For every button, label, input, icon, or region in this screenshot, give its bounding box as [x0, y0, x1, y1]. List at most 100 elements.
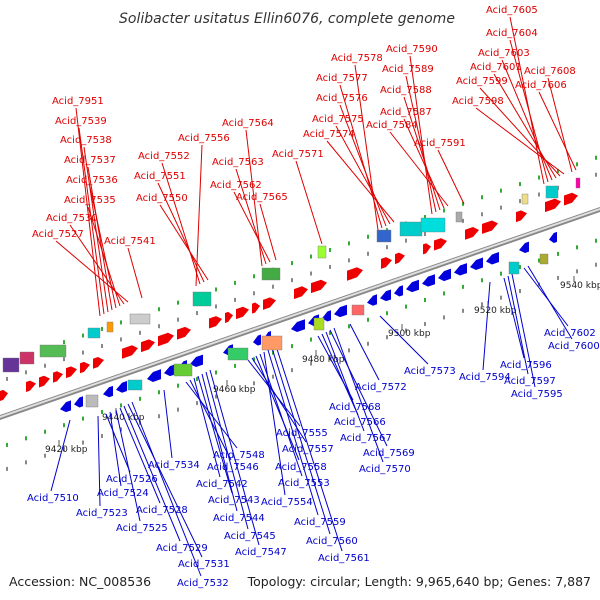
- reverse-gene-arrow: [116, 380, 127, 393]
- forward-leader-line: [437, 149, 465, 205]
- protein-domain-box: [2, 357, 20, 373]
- reverse-gene-label: Acid_7554: [261, 497, 313, 508]
- guide-dot: [310, 337, 312, 342]
- reverse-leader-line: [193, 377, 221, 478]
- guide-dot: [253, 274, 255, 279]
- gene-labels-layer: Acid_7951 Acid_7539 Acid_7538 Acid_7537 Acid…: [27, 5, 600, 589]
- reverse-leader-line: [267, 349, 319, 516]
- guide-dot: [215, 370, 217, 375]
- reverse-gene-label: Acid_7560: [306, 536, 358, 547]
- guide-dot: [595, 262, 597, 267]
- forward-leader-line: [235, 168, 267, 265]
- forward-gene-arrow: [311, 279, 327, 294]
- guide-dot: [348, 324, 350, 329]
- forward-gene-arrow: [225, 311, 233, 323]
- reverse-leader-line: [523, 267, 569, 327]
- forward-gene-label: Acid_7605: [486, 5, 538, 16]
- forward-gene-label: Acid_7591: [414, 138, 466, 149]
- forward-gene-label: Acid_7588: [380, 85, 432, 96]
- guide-dot: [82, 440, 84, 445]
- scale-tick-label: 9520 kbp: [474, 306, 517, 316]
- guide-dot: [500, 188, 502, 193]
- forward-gene-label: Acid_7599: [456, 76, 508, 87]
- forward-leader-line: [339, 104, 387, 227]
- reverse-leader-line: [163, 389, 173, 459]
- guide-dot: [424, 215, 426, 220]
- forward-gene-label: Acid_7537: [64, 155, 116, 166]
- reverse-leader-line: [255, 355, 300, 461]
- protein-domain-box: [508, 261, 520, 275]
- protein-domain-box: [317, 245, 327, 259]
- forward-gene-arrow: [381, 257, 392, 269]
- guide-dot: [101, 326, 103, 331]
- protein-domain-box: [19, 351, 35, 365]
- forward-gene-label: Acid_7598: [452, 96, 504, 107]
- forward-leader-line: [83, 146, 109, 313]
- protein-domain-box: [521, 193, 529, 205]
- forward-gene-label: Acid_7552: [138, 151, 190, 162]
- guide-dot: [82, 350, 84, 355]
- guide-dot: [519, 289, 521, 294]
- forward-leader-line: [509, 16, 545, 185]
- protein-domain-box: [87, 327, 101, 339]
- reverse-gene-arrow: [549, 231, 557, 244]
- reverse-leader-line: [333, 327, 384, 463]
- reverse-gene-arrow: [438, 268, 451, 282]
- guide-dot: [253, 291, 255, 296]
- guide-dot: [443, 291, 445, 296]
- guide-dot: [139, 330, 141, 335]
- guide-dot: [348, 241, 350, 246]
- guide-dot: [272, 284, 274, 289]
- guide-dot: [120, 427, 122, 432]
- guide-dot: [291, 278, 293, 283]
- guide-dot: [44, 429, 46, 434]
- forward-gene-label: Acid_7536: [66, 175, 118, 186]
- forward-gene-label: Acid_7604: [486, 28, 538, 39]
- reverse-gene-arrow: [394, 285, 403, 297]
- guide-dot: [82, 333, 84, 338]
- scale-tick-label: 9460 kbp: [213, 385, 256, 395]
- reverse-gene-label: Acid_7597: [504, 376, 556, 387]
- reverse-leader-line: [317, 335, 354, 401]
- forward-leader-line: [409, 55, 433, 215]
- forward-gene-arrow: [53, 371, 63, 383]
- guide-dot: [25, 436, 27, 441]
- scale-tick-label: 9500 kbp: [388, 329, 431, 339]
- reverse-leader-line: [503, 277, 525, 359]
- reverse-leader-line: [325, 331, 365, 432]
- reverse-gene-label: Acid_7524: [97, 488, 149, 499]
- protein-domain-box: [455, 211, 463, 223]
- guide-dot: [63, 423, 65, 428]
- reverse-gene-label: Acid_7600: [548, 341, 600, 352]
- scale-tick-label: 9480 kbp: [302, 355, 345, 365]
- protein-domain-box: [106, 321, 114, 333]
- reverse-leader-line: [205, 371, 249, 530]
- guide-dot: [557, 275, 559, 280]
- forward-gene-label: Acid_7578: [331, 53, 383, 64]
- guide-dot: [424, 322, 426, 327]
- guide-dot: [329, 330, 331, 335]
- guide-dot: [462, 201, 464, 206]
- reverse-gene-arrow: [74, 396, 83, 408]
- reverse-leader-line: [263, 351, 286, 496]
- reverse-gene-arrow: [164, 364, 175, 377]
- guide-dot: [481, 212, 483, 217]
- reverse-gene-label: Acid_7526: [106, 474, 158, 485]
- forward-gene-label: Acid_7551: [134, 171, 186, 182]
- reverse-gene-arrow: [291, 319, 305, 333]
- forward-leader-line: [157, 182, 205, 283]
- reverse-leader-line: [119, 407, 161, 504]
- guide-dot: [538, 258, 540, 263]
- guide-dot: [215, 304, 217, 309]
- reverse-gene-arrow: [60, 400, 71, 413]
- reverse-leader-line: [50, 419, 71, 492]
- genome-backbone: [0, 207, 600, 420]
- reverse-gene-label: Acid_7557: [282, 444, 334, 455]
- protein-domain-box: [173, 363, 193, 377]
- reverse-gene-label: Acid_7594: [459, 372, 511, 383]
- reverse-leader-line: [197, 375, 233, 494]
- reverse-gene-label: Acid_7595: [511, 389, 563, 400]
- guide-dot: [500, 205, 502, 210]
